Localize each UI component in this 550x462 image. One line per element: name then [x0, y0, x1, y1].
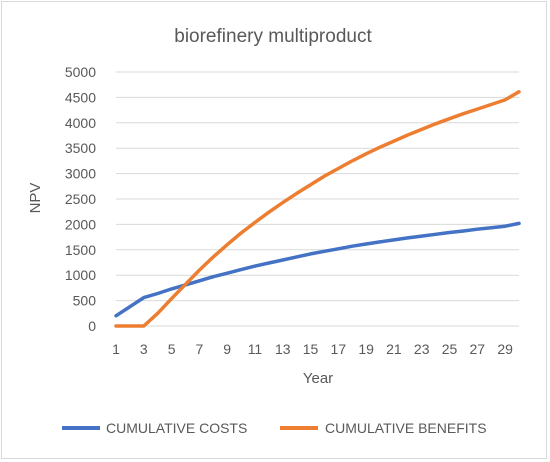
legend-label: CUMULATIVE COSTS [106, 420, 247, 436]
y-tick-label: 4000 [65, 115, 96, 131]
y-tick-label: 2500 [65, 191, 96, 207]
x-tick-label: 9 [223, 341, 231, 357]
x-tick-label: 25 [442, 341, 458, 357]
x-tick-label: 21 [386, 341, 402, 357]
y-tick-label: 3000 [65, 166, 96, 182]
y-tick-label: 4500 [65, 89, 96, 105]
y-axis-ticks: 0 500 1000 1500 2000 2500 3000 3500 4000 4500 5000 [65, 64, 96, 334]
y-tick-label: 500 [73, 293, 97, 309]
y-tick-label: 3500 [65, 140, 96, 156]
legend-item: CUMULATIVE BENEFITS [280, 420, 487, 436]
x-tick-label: 1 [112, 341, 120, 357]
series-line-cumulative-costs [114, 221, 521, 318]
x-tick-label: 19 [358, 341, 374, 357]
y-tick-label: 1500 [65, 242, 96, 258]
x-tick-label: 5 [168, 341, 176, 357]
y-tick-label: 0 [88, 318, 96, 334]
x-axis-ticks: 1 3 5 7 9 11 13 15 17 19 21 23 25 27 29 [112, 341, 513, 357]
x-tick-label: 7 [195, 341, 203, 357]
x-axis-title: Year [303, 370, 333, 387]
x-tick-label: 3 [140, 341, 148, 357]
x-tick-label: 15 [303, 341, 319, 357]
x-tick-label: 23 [414, 341, 430, 357]
x-tick-label: 17 [331, 341, 347, 357]
y-tick-label: 5000 [65, 64, 96, 80]
legend: CUMULATIVE COSTS CUMULATIVE BENEFITS [62, 420, 487, 436]
legend-item: CUMULATIVE COSTS [62, 420, 247, 436]
y-tick-label: 1000 [65, 267, 96, 283]
legend-label: CUMULATIVE BENEFITS [325, 420, 487, 436]
x-tick-label: 11 [248, 341, 263, 357]
x-tick-label: 29 [497, 341, 513, 357]
series-line-cumulative-benefits [114, 90, 521, 328]
y-axis-title: NPV [27, 183, 44, 214]
series-lines [114, 90, 521, 328]
gridlines [116, 71, 519, 302]
y-tick-label: 2000 [65, 216, 96, 232]
x-tick-label: 13 [275, 341, 291, 357]
chart-title: biorefinery multiproduct [174, 26, 372, 47]
x-tick-label: 27 [470, 341, 486, 357]
